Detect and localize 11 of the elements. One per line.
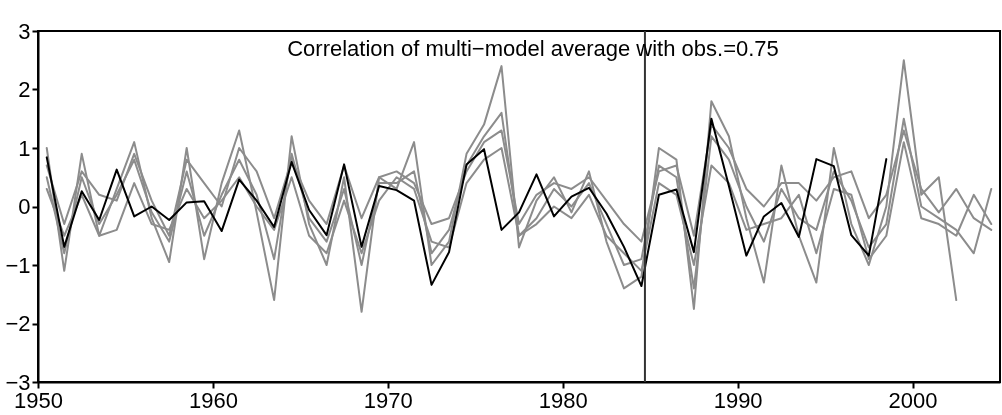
x-tick-label: 1970 bbox=[363, 387, 413, 413]
y-tick-label: 2 bbox=[18, 77, 31, 102]
y-tick-label: −1 bbox=[5, 252, 31, 278]
x-tick-label: 1960 bbox=[188, 387, 238, 413]
y-tick-label: 0 bbox=[18, 194, 31, 219]
y-tick-label: −2 bbox=[5, 311, 31, 336]
x-tick-label: 1990 bbox=[713, 387, 763, 413]
x-tick-label: 2000 bbox=[888, 387, 938, 413]
y-tick-label: 3 bbox=[18, 18, 31, 44]
x-tick-label: 1980 bbox=[538, 387, 588, 413]
y-tick-label: 1 bbox=[18, 135, 31, 161]
